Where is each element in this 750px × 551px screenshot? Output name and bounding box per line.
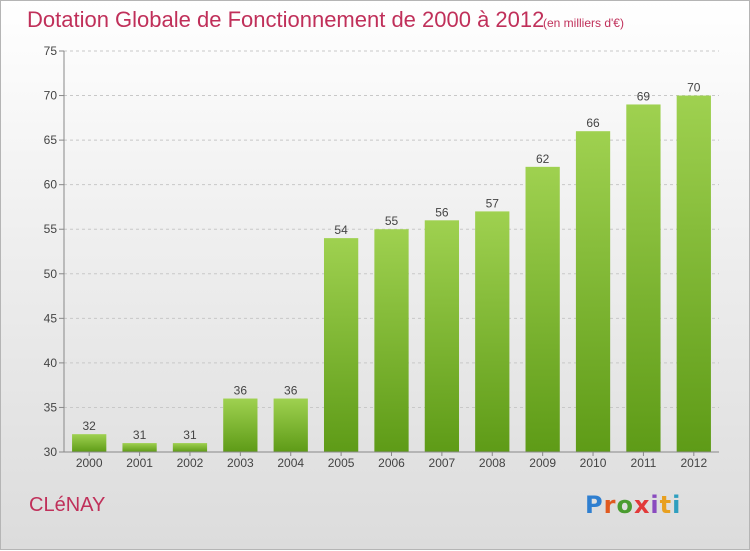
x-tick-label: 2002	[177, 456, 204, 470]
x-tick-label: 2010	[580, 456, 607, 470]
bar-value-label: 69	[637, 89, 651, 103]
chart-title: Dotation Globale de Fonctionnement de 20…	[27, 7, 545, 32]
bar	[374, 229, 409, 452]
bar	[424, 220, 460, 452]
y-tick-label: 30	[44, 445, 58, 459]
bar-value-label: 70	[687, 81, 701, 95]
y-tick-label: 45	[44, 311, 58, 325]
x-tick-label: 2012	[680, 456, 707, 470]
bar-value-label: 56	[435, 205, 449, 219]
x-tick-label: 2003	[227, 456, 254, 470]
logo-letter: r	[603, 491, 617, 519]
y-tick-label: 40	[44, 356, 58, 370]
bar	[475, 211, 510, 452]
bar	[626, 104, 661, 452]
bar	[172, 443, 208, 452]
x-tick-label: 2009	[529, 456, 556, 470]
x-tick-label: 2005	[328, 456, 355, 470]
bar-value-label: 36	[234, 384, 248, 398]
chart-subtitle: (en milliers d'€)	[543, 16, 624, 30]
commune-name: CLéNAY	[29, 494, 106, 516]
y-tick-label: 50	[44, 267, 58, 281]
y-tick-label: 75	[44, 44, 58, 58]
bar-value-label: 31	[183, 428, 197, 442]
bar	[72, 434, 107, 452]
logo-letter: i	[672, 491, 682, 519]
logo-letter: o	[616, 491, 634, 519]
logo-letter: x	[633, 491, 651, 519]
bar	[525, 166, 560, 452]
logo-letter: P	[585, 491, 604, 519]
logo-letter: i	[650, 491, 660, 519]
bar	[575, 131, 611, 452]
x-tick-label: 2011	[631, 456, 657, 470]
bar-value-label: 62	[536, 152, 550, 166]
bar-value-label: 55	[385, 214, 399, 228]
y-tick-label: 60	[44, 178, 58, 192]
x-tick-label: 2006	[378, 456, 405, 470]
bar	[122, 443, 157, 452]
bar	[273, 398, 308, 452]
y-tick-label: 65	[44, 133, 58, 147]
bar-value-label: 32	[83, 419, 97, 433]
y-tick-label: 70	[44, 89, 58, 103]
y-tick-label: 35	[44, 400, 58, 414]
x-tick-label: 2008	[479, 456, 506, 470]
proxiti-logo: Proxiti	[585, 491, 681, 519]
x-tick-label: 2004	[277, 456, 304, 470]
bar-value-label: 57	[486, 196, 500, 210]
x-tick-label: 2007	[429, 456, 456, 470]
bar	[676, 95, 711, 453]
y-tick-label: 55	[44, 222, 58, 236]
x-tick-label: 2000	[76, 456, 103, 470]
bar-value-label: 36	[284, 384, 298, 398]
x-tick-label: 2001	[126, 456, 153, 470]
bar-value-label: 66	[586, 116, 600, 130]
bar-value-label: 54	[334, 223, 348, 237]
bar	[323, 238, 359, 452]
bar	[223, 398, 258, 452]
logo-letter: t	[659, 491, 673, 519]
bar-value-label: 31	[133, 428, 147, 442]
